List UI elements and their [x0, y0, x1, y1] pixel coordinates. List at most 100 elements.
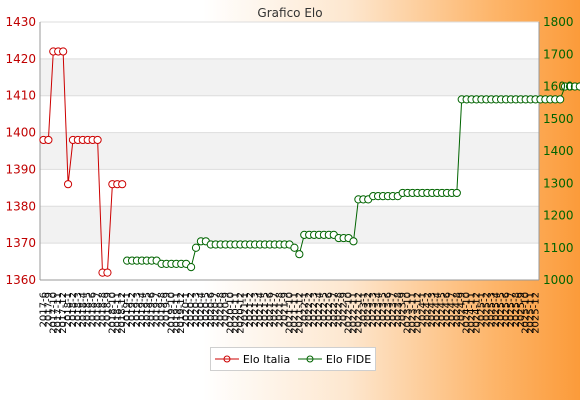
chart-title: Grafico Elo: [257, 6, 322, 20]
y-tick-label-left: 1400: [5, 126, 36, 140]
x-tick-label: 2022-8: [334, 292, 345, 327]
x-tick-label: 2020-12: [235, 292, 246, 334]
x-tick-label: 2025-10: [521, 292, 532, 334]
y-tick-label-right: 1700: [543, 47, 574, 61]
x-tick-label: 2019-2: [127, 292, 138, 327]
x-tick-label: 2023-5: [378, 292, 389, 327]
x-tick-label: 2017-12: [58, 292, 69, 334]
x-tick-label: 2022-3: [309, 292, 320, 327]
x-tick-label: 2020-5: [201, 292, 212, 327]
data-point-elo-fide: [452, 188, 461, 198]
x-tick-label: 2017-9: [43, 292, 54, 327]
x-tick-label: 2023-9: [398, 292, 409, 327]
x-tick-label: 2017-10: [48, 292, 59, 334]
x-tick-label: 2021-4: [255, 292, 266, 327]
data-point-elo-fide: [290, 243, 299, 252]
y-tick-label-right: 1800: [543, 15, 574, 29]
x-tick-label: 2022-9: [339, 292, 350, 327]
x-tick-label: 2021-8: [275, 292, 286, 327]
x-tick-label: 2019-6: [147, 292, 158, 327]
x-tick-label: 2018-6: [88, 292, 99, 327]
x-tick-label: 2019-7: [152, 292, 163, 327]
x-tick-label: 2023-4: [373, 292, 384, 327]
x-tick-label: 2019-1: [122, 292, 133, 327]
legend: Elo Italia Elo FIDE: [210, 347, 376, 371]
x-tick-label: 2023-2: [363, 292, 374, 327]
y-tick-label-left: 1430: [5, 15, 36, 29]
x-tick-label: 2024-10: [462, 292, 473, 334]
x-tick-label: 2021-1: [240, 292, 251, 327]
x-tick-label: 2020-2: [186, 292, 197, 327]
legend-label-elo-fide: Elo FIDE: [325, 352, 372, 366]
grid-band: [40, 206, 539, 244]
x-tick-label: 2023-6: [383, 292, 394, 327]
x-tick-label: 2022-2: [304, 292, 315, 327]
x-tick-label: 2024-2: [422, 292, 433, 327]
x-tick-label: 2018-8: [98, 292, 109, 327]
x-tick-label: 2021-5: [260, 292, 271, 327]
x-tick-label: 2017-6: [38, 292, 49, 327]
x-tick-label: 2022-11: [348, 292, 359, 334]
x-tick-label: 2022-6: [324, 292, 335, 327]
x-tick-label: 2019-11: [171, 292, 182, 334]
x-tick-label: 2018-5: [83, 292, 94, 327]
x-tick-label: 2025-2: [481, 292, 492, 327]
x-tick-label: 2019-5: [142, 292, 153, 327]
legend-item-elo-fide: Elo FIDE: [297, 352, 372, 366]
legend-marker-elo-italia: [214, 355, 239, 363]
x-tick-label: 2021-11: [289, 292, 300, 334]
data-point-elo-italia: [93, 135, 102, 145]
x-tick-label: 2020-3: [191, 292, 202, 327]
x-tick-label: 2017-11: [53, 292, 64, 334]
data-point-elo-fide: [575, 82, 580, 91]
x-tick-label: 2021-6: [265, 292, 276, 327]
y-tick-label-left: 1410: [5, 89, 36, 103]
data-point-elo-fide: [186, 263, 196, 272]
x-tick-label: 2024-1: [417, 292, 428, 327]
x-tick-label: 2025-3: [486, 292, 497, 327]
x-tick-label: 2019-12: [176, 292, 187, 334]
data-point-elo-fide: [349, 237, 358, 246]
x-tick-label: 2022-7: [329, 292, 340, 327]
x-tick-label: 2020-6: [206, 292, 217, 327]
x-tick-label: 2021-12: [294, 292, 305, 334]
y-tick-label-right: 1400: [543, 144, 574, 158]
y-tick-label-left: 1390: [5, 162, 36, 176]
x-tick-label: 2018-11: [112, 292, 123, 334]
y-tick-label-right: 1300: [543, 176, 574, 190]
x-tick-label: 2020-1: [181, 292, 192, 327]
x-tick-label: 2022-1: [299, 292, 310, 327]
x-tick-label: 2023-7: [388, 292, 399, 327]
x-tick-label: 2025-8: [511, 292, 522, 327]
x-tick-label: 2025-12: [531, 292, 542, 334]
x-tick-label: 2023-8: [393, 292, 404, 327]
x-tick-label: 2022-5: [319, 292, 330, 327]
x-tick-label: 2025-1: [476, 292, 487, 327]
x-tick-label: 2018-10: [107, 292, 118, 334]
x-tick-label: 2025-5: [496, 292, 507, 327]
x-tick-label: 2024-12: [471, 292, 482, 334]
x-tick-label: 2019-3: [132, 292, 143, 327]
x-tick-label: 2019-10: [166, 292, 177, 334]
y-tick-label-right: 1000: [543, 273, 574, 287]
x-tick-label: 2025-4: [491, 292, 502, 327]
y-tick-label-left: 1370: [5, 236, 36, 250]
x-tick-label: 2024-11: [467, 292, 478, 334]
x-tick-label: 2018-9: [102, 292, 113, 327]
legend-marker-elo-fide: [297, 355, 322, 363]
x-tick-label: 2025-9: [516, 292, 527, 327]
y-tick-label-right: 1500: [543, 112, 574, 126]
x-tick-label: 2023-12: [412, 292, 423, 334]
x-tick-label: 2022-12: [353, 292, 364, 334]
x-tick-label: 2022-10: [344, 292, 355, 334]
x-tick-label: 2020-7: [211, 292, 222, 327]
y-tick-label-right: 1100: [543, 241, 574, 255]
x-tick-label: 2025-6: [501, 292, 512, 327]
x-tick-label: 2018-3: [73, 292, 84, 327]
x-tick-label: 2020-10: [225, 292, 236, 334]
x-tick-label: 2018-12: [117, 292, 128, 334]
x-tick-label: 2024-7: [447, 292, 458, 327]
x-tick-label: 2024-6: [442, 292, 453, 327]
data-point-elo-fide: [556, 95, 565, 104]
